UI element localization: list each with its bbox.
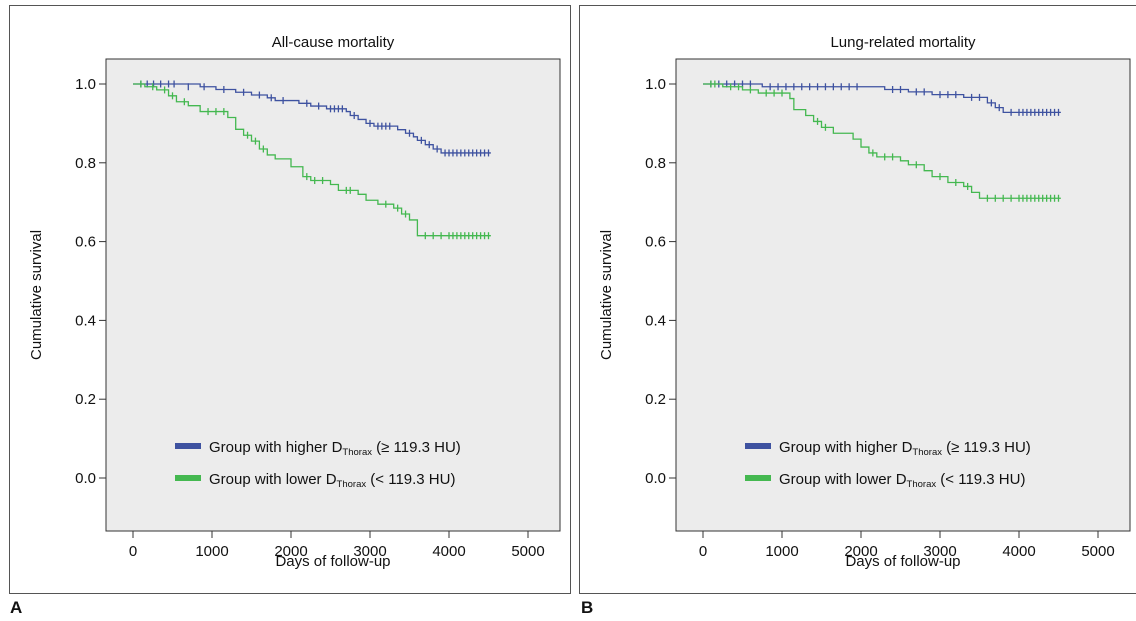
y-tick-label: 0.4 <box>75 312 96 329</box>
survival-curve-higher <box>703 83 1061 114</box>
chart-title: All-cause mortality <box>272 34 395 51</box>
y-tick-label: 0.8 <box>75 155 96 172</box>
y-tick-label: 0.6 <box>75 234 96 251</box>
x-axis-label: Days of follow-up <box>845 553 960 570</box>
legend-label-higher: Group with higher DThorax (≥ 119.3 HU) <box>779 439 1031 458</box>
y-axis-label: Cumulative survival <box>28 230 45 360</box>
legend-label-lower: Group with lower DThorax (< 119.3 HU) <box>209 471 455 490</box>
y-tick-label: 0.6 <box>645 234 666 251</box>
legend-label-higher: Group with higher DThorax (≥ 119.3 HU) <box>209 439 461 458</box>
x-tick-label: 1000 <box>765 543 798 560</box>
x-tick-label: 0 <box>699 543 707 560</box>
y-tick-label: 0.2 <box>645 391 666 408</box>
km-chart-all-cause: All-cause mortality 0.0 0.2 0.4 0.6 0.8 1.0 0 10… <box>28 34 561 570</box>
y-tick-label: 0.0 <box>645 470 666 487</box>
x-tick-label: 4000 <box>432 543 465 560</box>
panel-label-a: A <box>10 598 23 617</box>
plot-area <box>105 58 561 532</box>
plot-area <box>675 58 1131 532</box>
x-tick-label: 3000 <box>923 543 956 560</box>
y-tick-label: 0.2 <box>75 391 96 408</box>
survival-curve-higher <box>133 83 491 154</box>
km-chart-lung-related: Lung-related mortality 0.0 0.2 0.4 0.6 0.8 1.0… <box>598 34 1131 570</box>
x-tick-label: 0 <box>129 543 137 560</box>
x-tick-label: 2000 <box>274 543 307 560</box>
y-tick-label: 1.0 <box>75 76 96 93</box>
figure-panel-a: All-cause mortality 0.0 0.2 0.4 0.6 0.8 1.0 0 10… <box>9 5 571 594</box>
x-tick-label: 5000 <box>511 543 544 560</box>
legend-swatch-higher <box>745 443 771 449</box>
figure-panel-b: Lung-related mortality 0.0 0.2 0.4 0.6 0.8 1.0… <box>579 5 1136 594</box>
x-tick-label: 3000 <box>353 543 386 560</box>
legend-swatch-lower <box>175 475 201 481</box>
x-tick-label: 1000 <box>195 543 228 560</box>
y-axis-label: Cumulative survival <box>598 230 615 360</box>
x-axis-label: Days of follow-up <box>275 553 390 570</box>
y-tick-label: 0.4 <box>645 312 666 329</box>
chart-title: Lung-related mortality <box>830 34 976 51</box>
x-tick-label: 4000 <box>1002 543 1035 560</box>
legend-label-lower: Group with lower DThorax (< 119.3 HU) <box>779 471 1025 490</box>
survival-curve-lower <box>703 83 1061 199</box>
x-tick-label: 2000 <box>844 543 877 560</box>
y-tick-label: 0.0 <box>75 470 96 487</box>
legend-swatch-lower <box>745 475 771 481</box>
panel-label-b: B <box>581 598 594 617</box>
y-tick-label: 1.0 <box>645 76 666 93</box>
x-tick-label: 5000 <box>1081 543 1114 560</box>
legend-swatch-higher <box>175 443 201 449</box>
y-tick-label: 0.8 <box>645 155 666 172</box>
